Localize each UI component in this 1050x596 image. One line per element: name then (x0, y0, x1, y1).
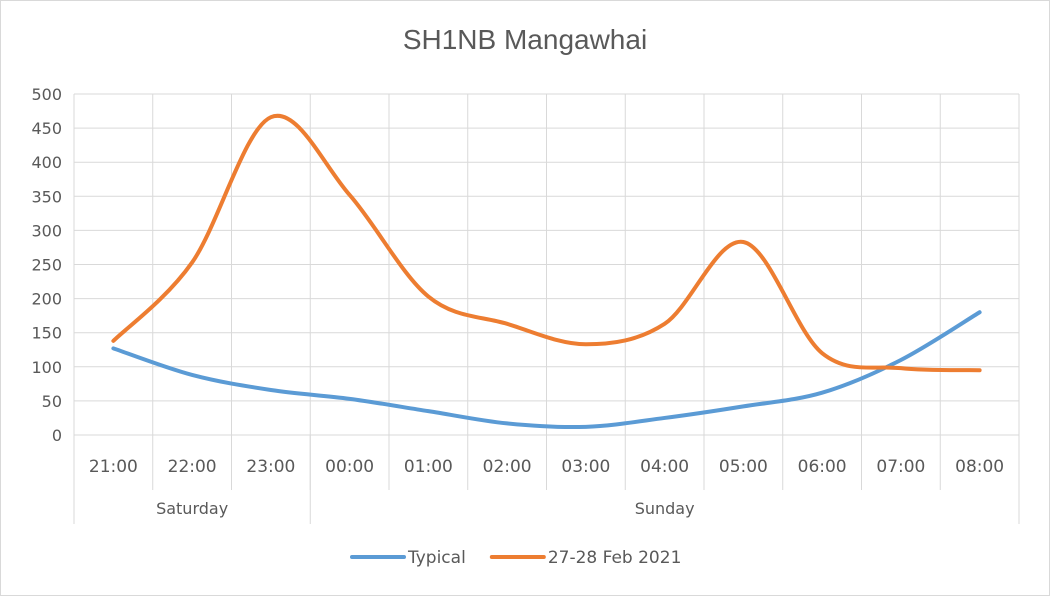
y-tick-label: 200 (31, 290, 62, 309)
legend-label-27-28-feb-2021: 27-28 Feb 2021 (548, 548, 682, 568)
series-line-27-28-feb-2021 (111, 113, 982, 373)
x-tick-label: 03:00 (561, 457, 610, 477)
x-tick-label: 08:00 (955, 457, 1004, 477)
x-tick-label: 04:00 (640, 457, 689, 477)
y-tick-label: 50 (42, 392, 62, 411)
y-tick-label: 350 (31, 187, 62, 206)
x-tick-label: 06:00 (798, 457, 847, 477)
x-tick-label: 00:00 (325, 457, 374, 477)
chart-title: SH1NB Mangawhai (402, 24, 648, 55)
x-tick-label: 01:00 (404, 457, 453, 477)
legend-label-typical: Typical (407, 548, 466, 568)
group-label: Sunday (635, 499, 695, 518)
y-tick-label: 100 (31, 358, 62, 377)
x-tick-label: 07:00 (876, 457, 925, 477)
y-tick-label: 400 (31, 153, 62, 172)
y-tick-label: 500 (31, 85, 62, 104)
x-tick-label: 02:00 (483, 457, 532, 477)
x-tick-label: 22:00 (168, 457, 217, 477)
y-tick-label: 450 (31, 119, 62, 138)
y-tick-label: 250 (31, 256, 62, 275)
y-tick-label: 150 (31, 324, 62, 343)
series-line-typical (111, 310, 982, 430)
y-tick-label: 300 (31, 221, 62, 240)
x-tick-label: 21:00 (89, 457, 138, 477)
y-tick-label: 0 (52, 426, 62, 445)
x-tick-label: 05:00 (719, 457, 768, 477)
x-tick-label: 23:00 (246, 457, 295, 477)
group-label: Saturday (156, 499, 228, 518)
